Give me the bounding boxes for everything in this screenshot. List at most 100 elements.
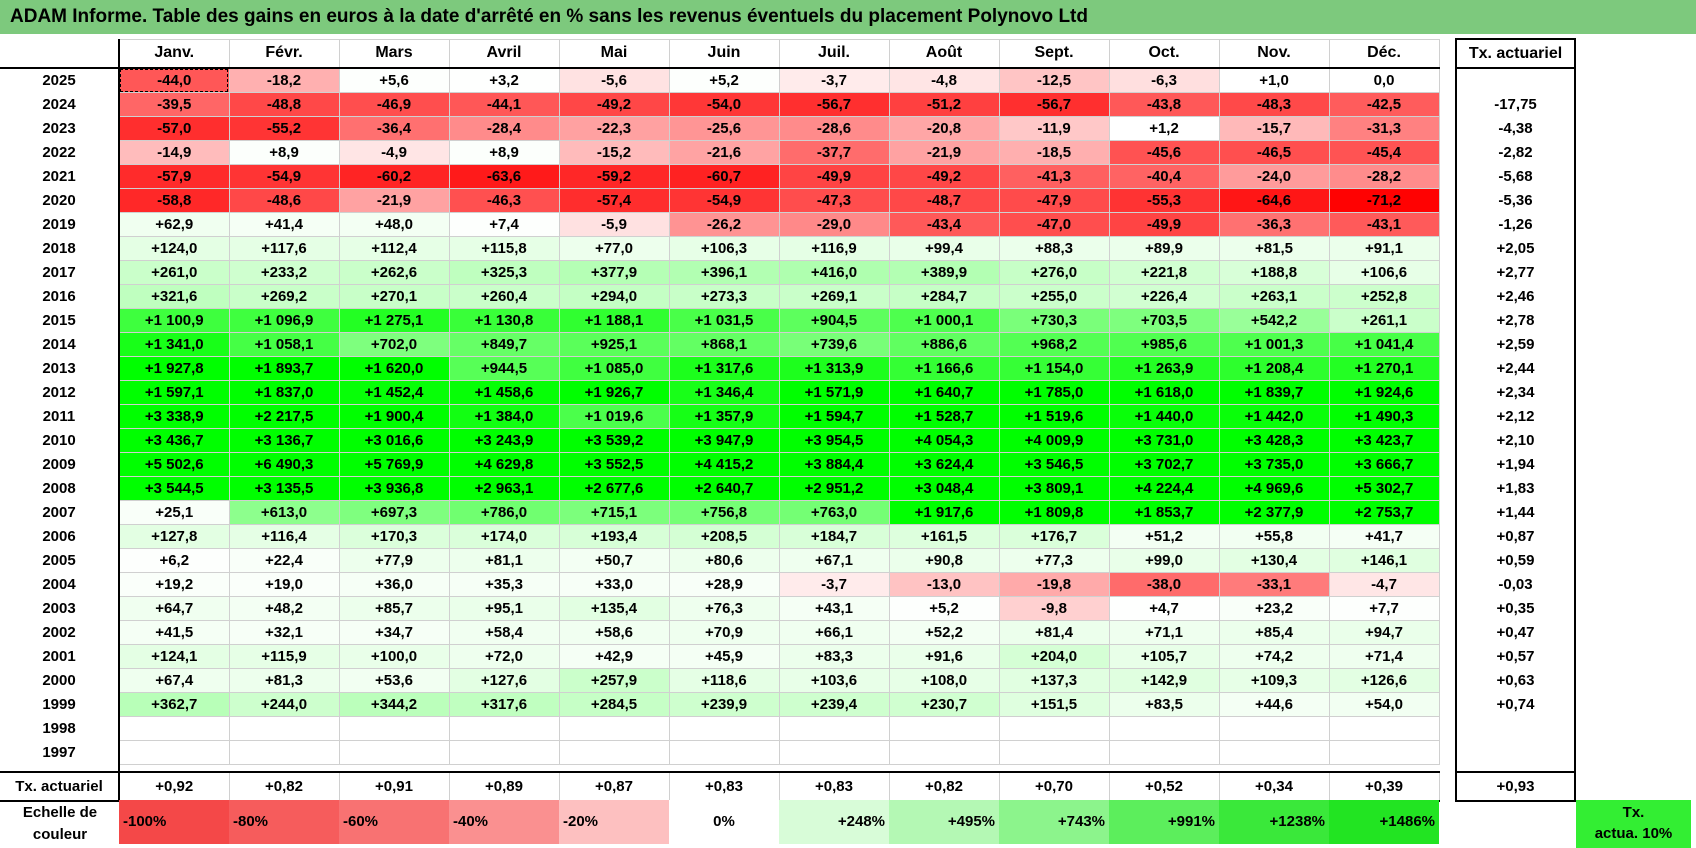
heat-cell: +81,4	[998, 620, 1110, 645]
heat-cell: +108,0	[888, 668, 1000, 693]
tx-actuariel-cell	[1455, 68, 1576, 93]
summary-cell: +0,70	[998, 771, 1110, 802]
gap-cell	[1439, 39, 1457, 68]
heat-cell: +294,0	[558, 284, 670, 309]
heat-cell: +103,6	[778, 668, 890, 693]
gap-cell	[1439, 68, 1457, 93]
heat-cell: +284,7	[888, 284, 1000, 309]
col-header: Nov.	[1218, 38, 1330, 69]
heat-cell	[558, 740, 670, 765]
heat-cell: +1 893,7	[228, 356, 340, 381]
heat-cell: +1 275,1	[338, 308, 450, 333]
summary-cell: +0,91	[338, 771, 450, 802]
heat-cell: -33,1	[1218, 572, 1330, 597]
heat-cell: +117,6	[228, 236, 340, 261]
heat-cell: +1 528,7	[888, 404, 1000, 429]
heat-cell: +116,9	[778, 236, 890, 261]
heat-cell: +94,7	[1328, 620, 1440, 645]
gap-cell	[1439, 692, 1457, 717]
col-header: Mai	[558, 38, 670, 69]
heat-cell: -59,2	[558, 164, 670, 189]
table-row: 1998	[0, 716, 1576, 741]
col-header: Oct.	[1108, 38, 1220, 69]
heat-cell: +3 936,8	[338, 476, 450, 501]
heat-cell: +3 243,9	[448, 428, 560, 453]
row-year-label: 2014	[0, 332, 120, 357]
heat-cell: -47,3	[778, 188, 890, 213]
heat-cell: +48,2	[228, 596, 340, 621]
legend-tx-swatch: Tx. actua. 10%	[1576, 800, 1691, 848]
heat-cell: +1 837,0	[228, 380, 340, 405]
row-year-label: 2024	[0, 92, 120, 117]
tx-actuariel-cell: +1,94	[1455, 452, 1576, 477]
heat-cell: +3 016,6	[338, 428, 450, 453]
heat-cell: +25,1	[118, 500, 230, 525]
heat-cell: +76,3	[668, 596, 780, 621]
heat-cell: +58,4	[448, 620, 560, 645]
col-header: Juil.	[778, 38, 890, 69]
heat-cell: +106,6	[1328, 260, 1440, 285]
heat-cell: -49,9	[778, 164, 890, 189]
summary-cell: +0,82	[888, 771, 1000, 802]
heat-cell: +7,4	[448, 212, 560, 237]
heat-cell: -48,6	[228, 188, 340, 213]
heat-cell: -57,0	[118, 116, 230, 141]
heat-cell: +1 313,9	[778, 356, 890, 381]
heat-cell: +4 415,2	[668, 452, 780, 477]
heat-cell: +51,2	[1108, 524, 1220, 549]
heat-cell: +1 597,1	[118, 380, 230, 405]
heat-cell: -46,5	[1218, 140, 1330, 165]
gap-cell	[1439, 476, 1457, 501]
tx-actuariel-cell: +1,44	[1455, 500, 1576, 525]
heat-cell: -11,9	[998, 116, 1110, 141]
heat-cell: +64,7	[118, 596, 230, 621]
tx-actuariel-cell: -17,75	[1455, 92, 1576, 117]
heat-cell: +48,0	[338, 212, 450, 237]
legend-swatch: -80%	[229, 800, 339, 844]
gap-cell	[1439, 452, 1457, 477]
gap-cell	[1439, 668, 1457, 693]
heat-cell: -71,2	[1328, 188, 1440, 213]
row-year-label: 2010	[0, 428, 120, 453]
heat-cell: +2 951,2	[778, 476, 890, 501]
heat-cell: -39,5	[118, 92, 230, 117]
heat-cell: +1 270,1	[1328, 356, 1440, 381]
heat-cell: -43,1	[1328, 212, 1440, 237]
heat-cell: -51,2	[888, 92, 1000, 117]
summary-cell: +0,39	[1328, 771, 1440, 802]
heat-cell: +3 884,4	[778, 452, 890, 477]
heat-cell	[1328, 740, 1440, 765]
heat-cell: -29,0	[778, 212, 890, 237]
heat-cell: +116,4	[228, 524, 340, 549]
heat-cell: +22,4	[228, 548, 340, 573]
heat-cell: +239,4	[778, 692, 890, 717]
heat-cell: +85,7	[338, 596, 450, 621]
heat-cell: +55,8	[1218, 524, 1330, 549]
heat-cell: +763,0	[778, 500, 890, 525]
heat-cell: -48,7	[888, 188, 1000, 213]
gap-cell	[1439, 572, 1457, 597]
table-row: 2018 +124,0 +117,6 +112,4 +115,8 +77,0 +106,3 +…	[0, 236, 1576, 261]
heat-cell: -21,6	[668, 140, 780, 165]
gap-cell	[1439, 236, 1457, 261]
row-year-label: 1998	[0, 716, 120, 741]
heat-cell: +260,4	[448, 284, 560, 309]
heat-cell: +1,0	[1218, 67, 1330, 93]
heat-cell: -15,7	[1218, 116, 1330, 141]
spacer-cell	[1219, 764, 1329, 772]
heat-cell: +1 519,6	[998, 404, 1110, 429]
legend-swatch: -60%	[339, 800, 449, 844]
heat-cell: +5 502,6	[118, 452, 230, 477]
heat-cell: +142,9	[1108, 668, 1220, 693]
heat-cell: -60,2	[338, 164, 450, 189]
heat-cell: +904,5	[778, 308, 890, 333]
heat-cell: +112,4	[338, 236, 450, 261]
table-row: 2014 +1 341,0 +1 058,1 +702,0 +849,7 +925,1 +8…	[0, 332, 1576, 357]
heat-cell: +321,6	[118, 284, 230, 309]
table-row: 2009 +5 502,6 +6 490,3 +5 769,9 +4 629,8 +3 5…	[0, 452, 1576, 477]
legend-swatch: +495%	[889, 800, 999, 844]
heat-cell: +257,9	[558, 668, 670, 693]
heat-cell: -54,9	[668, 188, 780, 213]
heat-cell	[228, 740, 340, 765]
heat-cell: +41,7	[1328, 524, 1440, 549]
